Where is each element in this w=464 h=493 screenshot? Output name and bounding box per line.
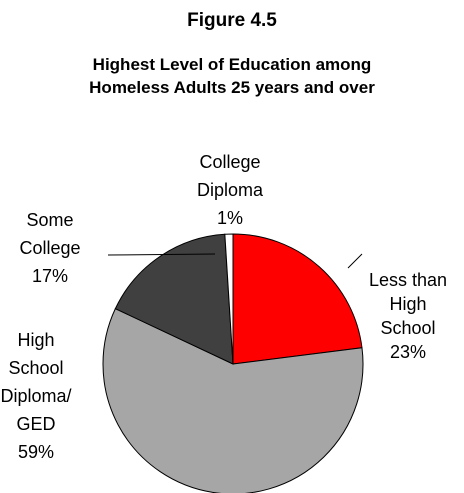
- chart-title-line-2: Homeless Adults 25 years and over: [89, 78, 375, 97]
- slice-pct-label-1: 59%: [18, 442, 54, 462]
- pie-slice-2: [114, 233, 234, 365]
- slice-label-0-line-1: High: [389, 294, 426, 314]
- slice-label-1-line-3: GED: [16, 414, 55, 434]
- slice-label-1-line-0: High: [17, 330, 54, 350]
- slice-label-0-line-2: School: [380, 318, 435, 338]
- slice-label-2-line-1: College: [19, 238, 80, 258]
- slice-label-1-line-2: Diploma/: [0, 386, 71, 406]
- pie-slice-1: [102, 307, 364, 493]
- pie-slice-3: [224, 233, 234, 365]
- leader-line-0: [347, 253, 363, 269]
- slice-label-2-line-0: Some: [26, 210, 73, 230]
- leader-line-2: [107, 253, 216, 256]
- slice-label-1-line-1: School: [8, 358, 63, 378]
- slice-pct-label-2: 17%: [32, 266, 68, 286]
- slice-label-3-line-0: College: [199, 152, 260, 172]
- chart-title-line-1: Highest Level of Education among: [92, 55, 372, 74]
- slice-pct-label-0: 23%: [390, 342, 426, 362]
- slice-label-0-line-0: Less than: [369, 270, 447, 290]
- pie-slice-0: [232, 233, 363, 365]
- slice-pct-label-3: 1%: [217, 208, 243, 228]
- slice-label-3-line-1: Diploma: [197, 180, 264, 200]
- figure-label: Figure 4.5: [187, 10, 277, 31]
